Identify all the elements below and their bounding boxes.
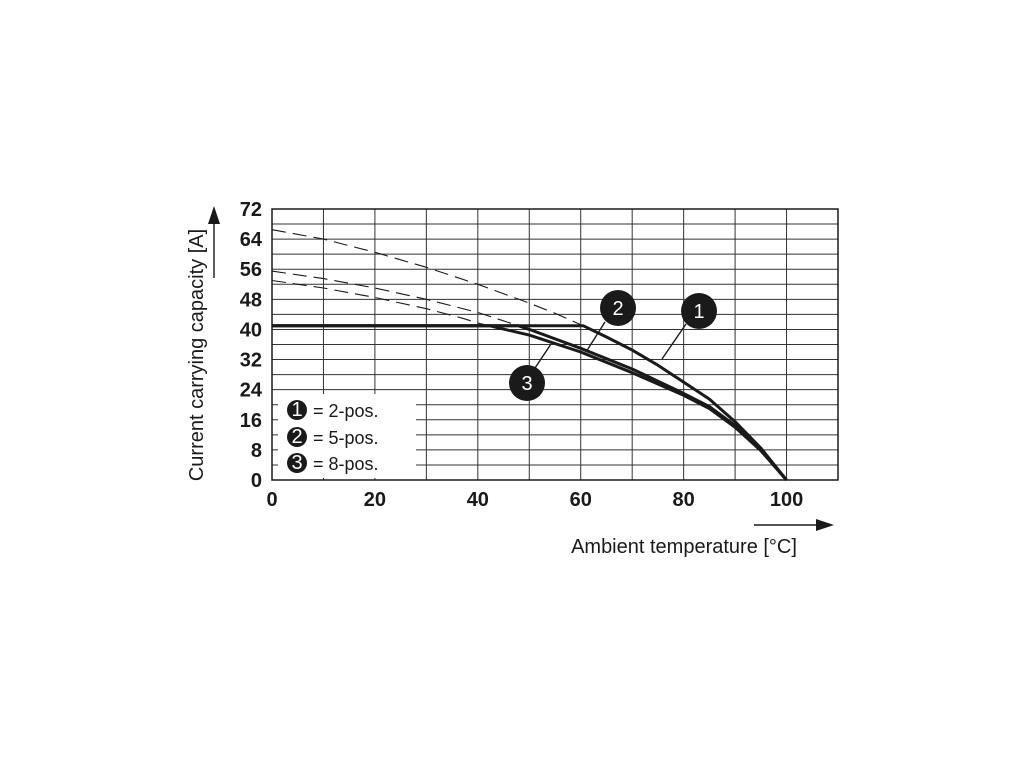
y-tick-label: 40	[240, 319, 262, 341]
legend-label-2: = 5-pos.	[313, 428, 379, 448]
y-tick-label: 48	[240, 289, 262, 311]
y-tick-labels: 0 8 16 24 32 40 48 56 64 72	[240, 199, 263, 492]
x-axis-arrow	[754, 519, 834, 531]
curve-marker-2: 2	[585, 290, 636, 353]
y-tick-label: 64	[240, 229, 263, 251]
y-tick-label: 24	[240, 380, 263, 402]
series-1-dashed-line	[271, 229, 584, 327]
x-axis-label: Ambient temperature [°C]	[571, 536, 797, 558]
y-axis-arrow	[208, 206, 220, 278]
x-tick-labels: 0 20 40 60 80 100	[266, 489, 803, 511]
y-tick-label: 8	[251, 440, 262, 462]
legend-label-3: = 8-pos.	[313, 454, 379, 474]
plot-frame	[271, 208, 839, 481]
legend-item-3: 3 = 8-pos.	[287, 452, 379, 474]
y-tick-label: 0	[251, 470, 262, 492]
x-tick-label: 0	[266, 489, 277, 511]
series-3-dashed-line	[271, 279, 490, 327]
curve-marker-1-label: 1	[693, 301, 704, 323]
y-tick-label: 72	[240, 199, 262, 221]
plot-border	[271, 208, 839, 481]
legend-marker-3: 3	[291, 452, 302, 474]
curve-marker-3: 3	[509, 343, 552, 401]
legend-label-1: = 2-pos.	[313, 401, 379, 421]
y-tick-label: 16	[240, 410, 262, 432]
series-3-line	[272, 324, 788, 481]
curve-marker-3-label: 3	[521, 373, 532, 395]
legend-marker-1: 1	[291, 399, 302, 421]
limited-curves	[272, 324, 788, 481]
legend: 1 = 2-pos. 2 = 5-pos. 3 = 8-pos.	[278, 394, 416, 478]
curve-marker-1: 1	[661, 293, 717, 360]
series-2-dashed-line	[271, 270, 519, 327]
legend-item-1: 1 = 2-pos.	[287, 399, 379, 421]
curve-marker-2-label: 2	[612, 298, 623, 320]
x-tick-label: 20	[364, 489, 386, 511]
x-tick-label: 60	[570, 489, 592, 511]
y-tick-label: 56	[240, 259, 262, 281]
x-tick-label: 100	[770, 489, 803, 511]
legend-item-2: 2 = 5-pos.	[287, 426, 379, 448]
series-1-line	[272, 324, 788, 481]
x-tick-label: 40	[467, 489, 489, 511]
unlimited-curves	[271, 229, 584, 327]
y-tick-label: 32	[240, 350, 262, 372]
legend-marker-2: 2	[291, 426, 302, 448]
x-tick-label: 80	[673, 489, 695, 511]
y-axis-label: Current carrying capacity [A]	[186, 229, 208, 481]
